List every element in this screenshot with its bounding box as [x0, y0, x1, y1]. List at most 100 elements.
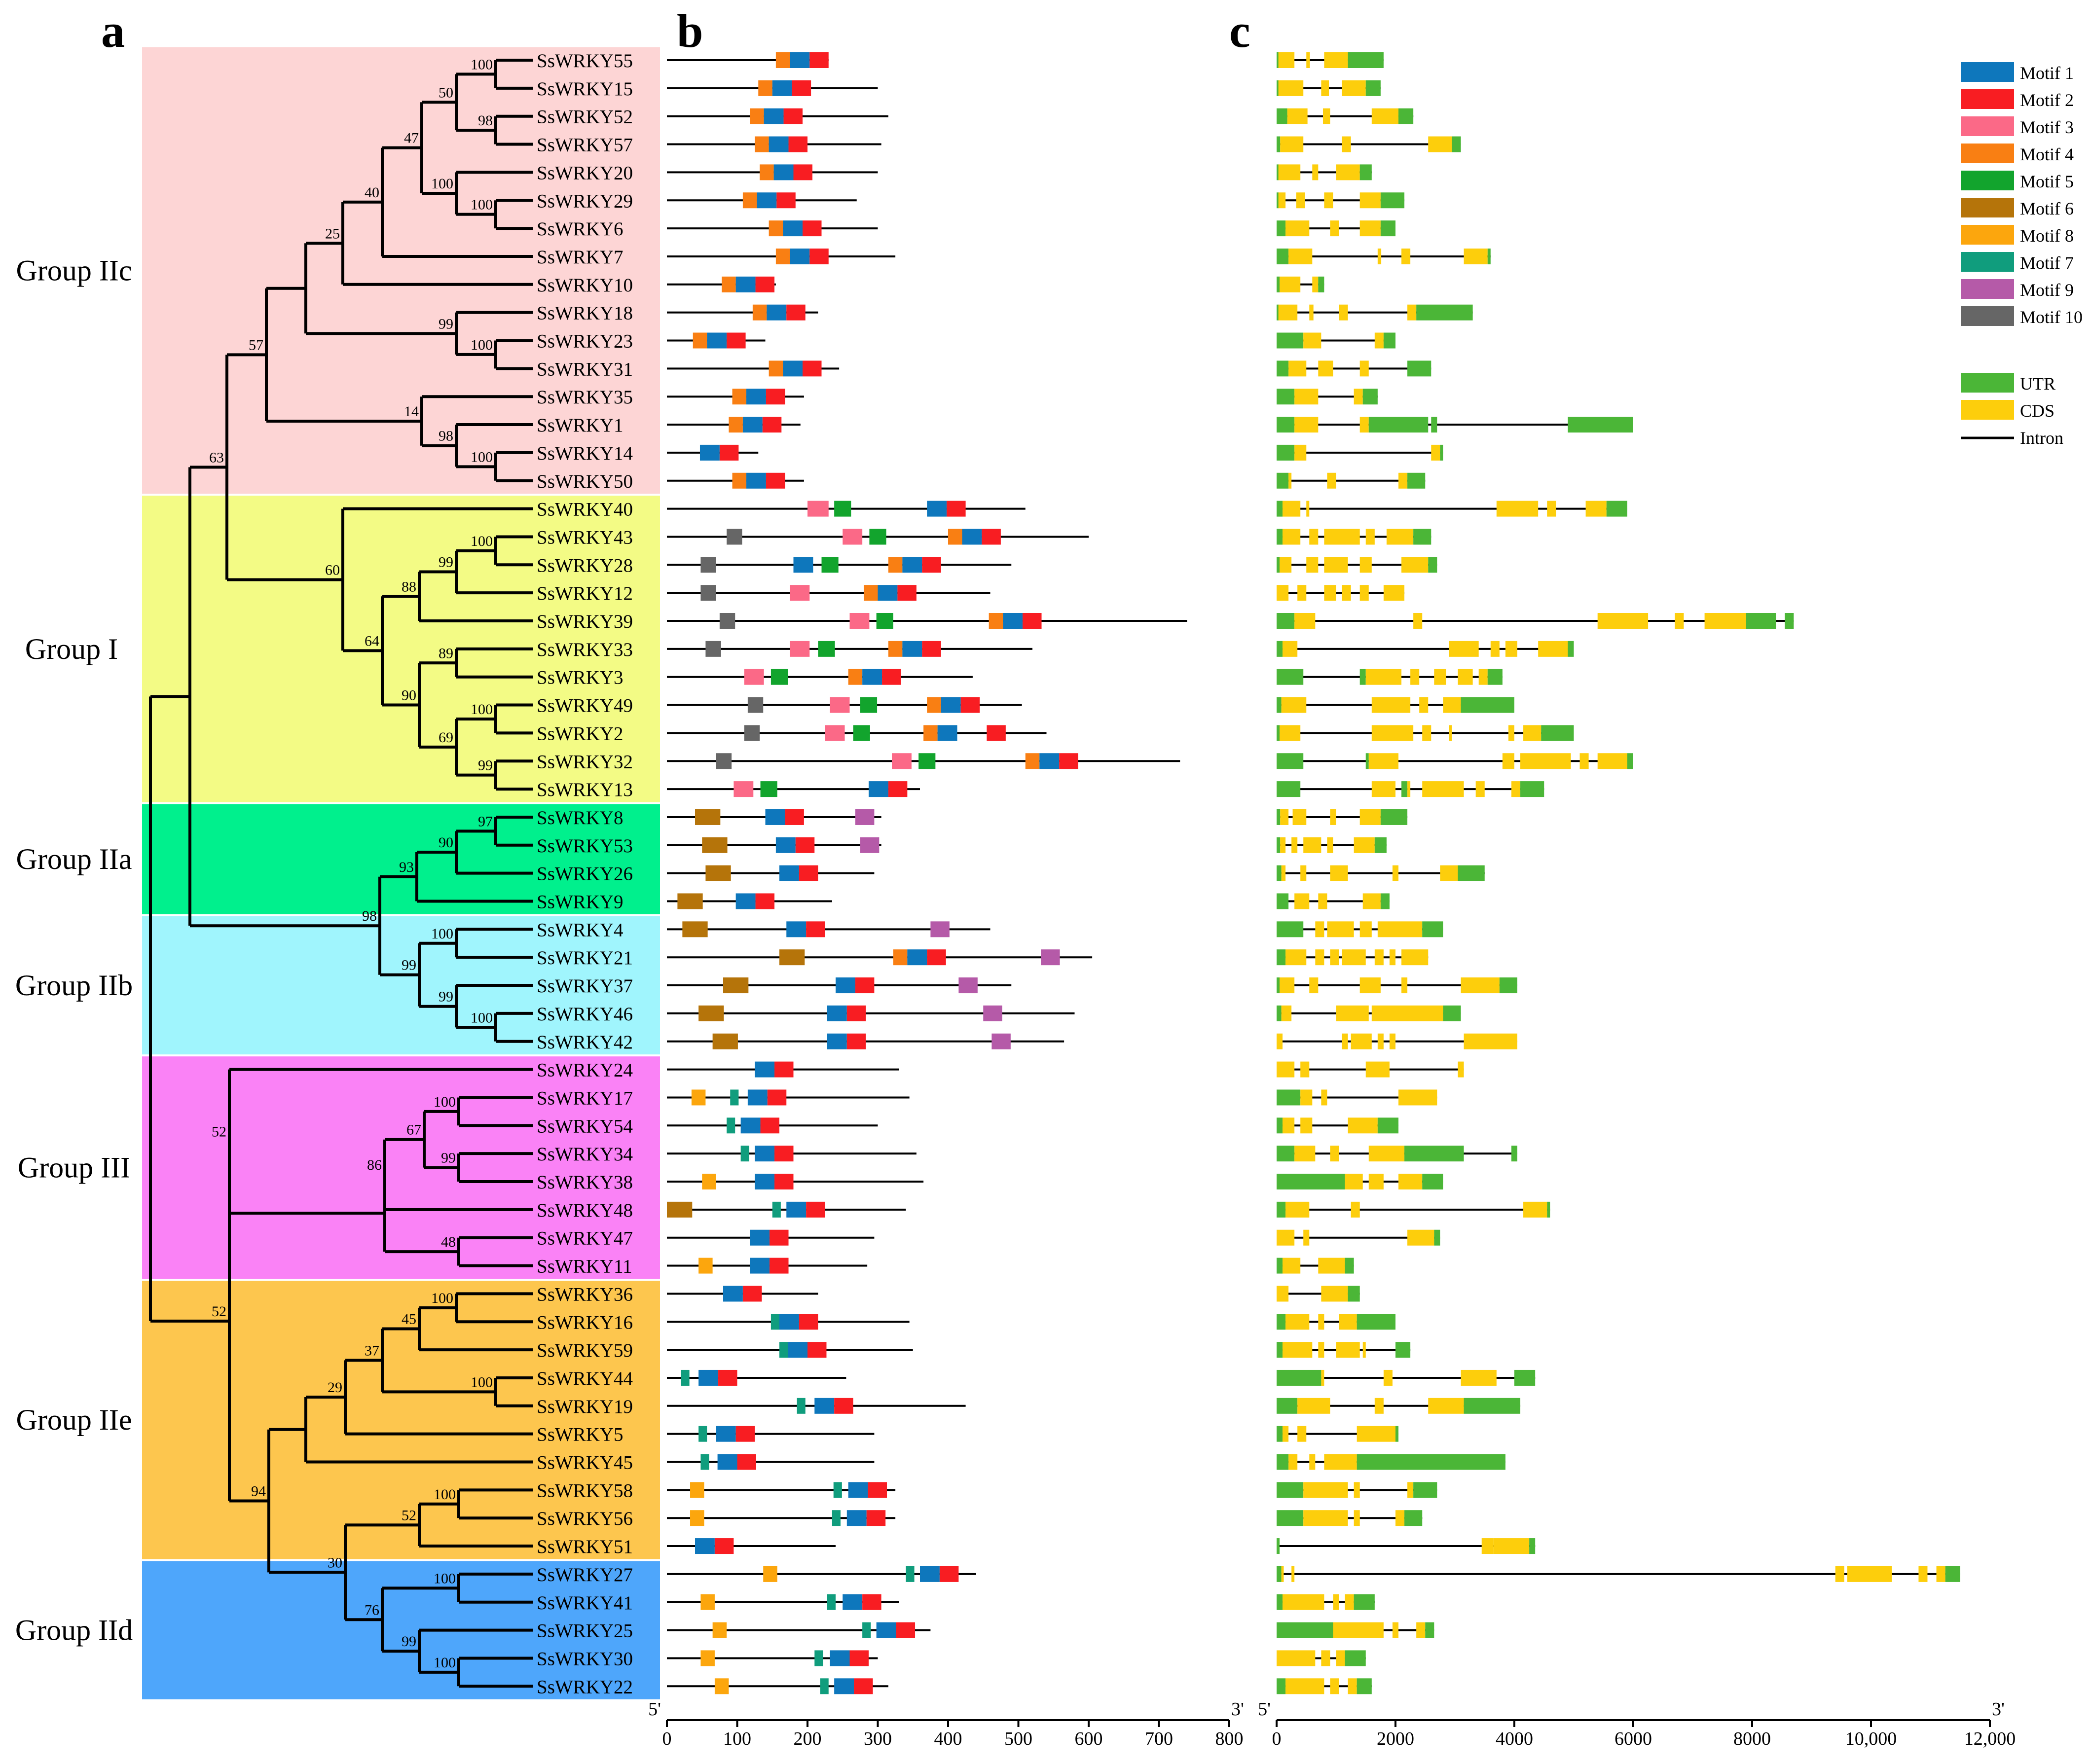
cds-block: [1288, 472, 1292, 489]
legend-swatch: [1961, 89, 2014, 109]
motif-box: [700, 1594, 715, 1610]
axis-tick-label: 12,000: [1964, 1728, 2016, 1749]
motif-box: [860, 697, 878, 713]
utr-block: [1422, 921, 1443, 937]
motif-box: [750, 1229, 770, 1246]
motif-box: [698, 1426, 707, 1442]
gene-label: SsWRKY5: [537, 1424, 624, 1445]
cds-block: [1395, 1510, 1405, 1526]
bootstrap-value: 76: [365, 1602, 379, 1618]
utr-block: [1277, 949, 1286, 966]
cds-block: [1392, 1622, 1399, 1638]
cds-block: [1374, 1398, 1384, 1414]
utr-block: [1277, 444, 1295, 461]
motif-box: [699, 444, 720, 461]
cds-block: [1315, 921, 1324, 937]
motif-box: [825, 725, 845, 741]
gene-label: SsWRKY27: [537, 1564, 633, 1585]
cds-block: [1354, 389, 1363, 405]
bootstrap-value: 57: [249, 337, 263, 353]
utr-block: [1785, 613, 1794, 629]
cds-block: [1324, 557, 1348, 573]
utr-block: [1520, 781, 1544, 797]
cds-block: [1330, 949, 1339, 966]
utr-block: [1277, 472, 1289, 489]
cds-block: [1300, 1061, 1310, 1078]
motif-box: [762, 417, 782, 433]
utr-block: [1357, 1314, 1395, 1330]
cds-block: [1280, 837, 1286, 853]
cds-block: [1401, 248, 1411, 264]
utr-block: [1568, 417, 1633, 433]
motif-box: [716, 1426, 736, 1442]
motif-box: [846, 1510, 867, 1526]
cds-block: [1490, 641, 1500, 657]
motif-box: [729, 417, 743, 433]
cds-block: [1280, 276, 1301, 292]
cds-block: [1303, 1229, 1310, 1246]
utr-block: [1443, 1005, 1461, 1021]
motif-box: [888, 557, 903, 573]
motif-box: [785, 809, 804, 825]
motif-box: [1041, 949, 1060, 966]
motif-box: [922, 557, 941, 573]
motif-box: [774, 1146, 794, 1162]
motif-box: [727, 529, 742, 545]
gene-label: SsWRKY38: [537, 1172, 633, 1193]
motif-box: [698, 1258, 713, 1274]
motif-box: [1039, 753, 1060, 769]
cds-block: [1398, 1089, 1437, 1106]
motif-box: [682, 921, 708, 937]
motif-box: [803, 220, 822, 237]
motif-box: [712, 1033, 738, 1049]
bootstrap-value: 100: [471, 1374, 493, 1390]
utr-block: [1277, 781, 1301, 797]
motif-box: [869, 529, 886, 545]
cds-block: [1309, 1454, 1316, 1470]
utr-block: [1277, 1566, 1282, 1582]
motif-box: [770, 669, 788, 685]
motif-box: [700, 1454, 709, 1470]
utr-block: [1529, 1538, 1536, 1554]
motif-box: [832, 1510, 841, 1526]
cds-block: [1280, 977, 1295, 994]
cds-block: [1443, 697, 1461, 713]
cds-block: [1386, 529, 1414, 545]
utr-block: [1398, 108, 1414, 124]
cds-block: [1306, 557, 1319, 573]
cds-block: [1359, 809, 1381, 825]
motif-box: [772, 1201, 781, 1218]
bootstrap-value: 86: [367, 1157, 382, 1173]
utr-block: [1277, 1117, 1283, 1134]
axis-start-label: 5': [1258, 1699, 1271, 1720]
axis-end-label: 3': [1992, 1699, 2005, 1720]
utr-block: [1277, 529, 1283, 545]
motif-box: [818, 641, 835, 657]
bootstrap-value: 97: [478, 813, 493, 829]
gene-label: SsWRKY45: [537, 1452, 633, 1474]
bootstrap-value: 100: [431, 926, 453, 942]
utr-block: [1359, 164, 1372, 180]
cds-block: [1300, 1117, 1313, 1134]
utr-block: [1362, 389, 1378, 405]
motif-box: [848, 669, 863, 685]
motif-box: [783, 108, 803, 124]
utr-block: [1277, 977, 1280, 994]
cds-block: [1478, 669, 1488, 685]
utr-block: [1277, 1089, 1301, 1106]
utr-block: [1380, 893, 1390, 909]
gene-label: SsWRKY23: [537, 331, 633, 352]
motif-box: [1025, 753, 1040, 769]
bootstrap-value: 93: [399, 859, 414, 875]
bootstrap-value: 99: [478, 757, 493, 774]
axis-end-label: 3': [1231, 1699, 1244, 1720]
motif-box: [702, 837, 728, 853]
motif-box: [809, 52, 829, 68]
utr-block: [1277, 1622, 1333, 1638]
motif-box: [866, 1510, 886, 1526]
cds-block: [1422, 725, 1431, 741]
gene-label: SsWRKY9: [537, 892, 624, 913]
structure-axis: 0 2000 4000 6000 8000 10,000 12,000 5' 3': [1258, 1699, 2016, 1749]
motif-box: [790, 52, 810, 68]
cds-block: [1277, 1033, 1283, 1049]
